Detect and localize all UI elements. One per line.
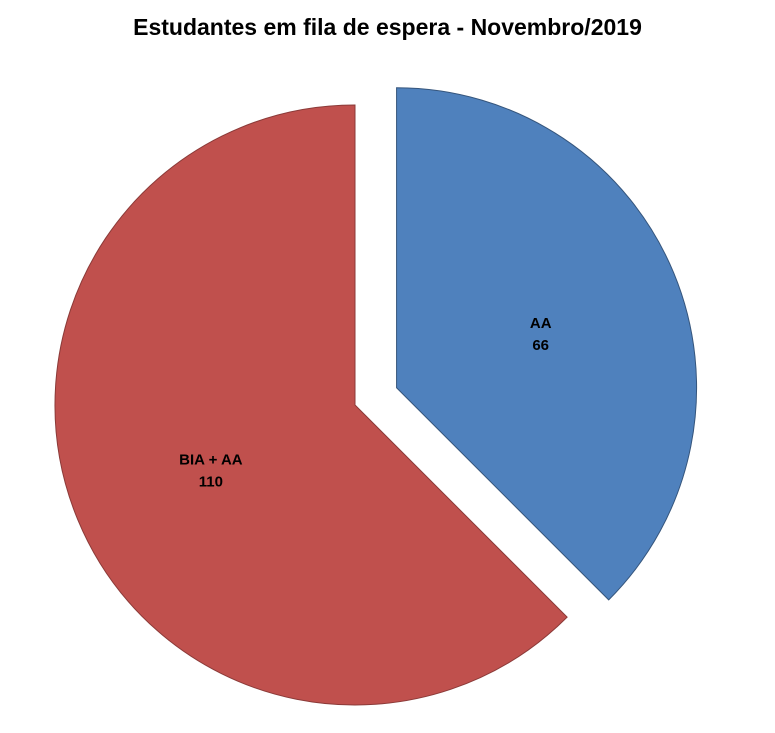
- pie-label-name-bia-aa: BIA + AA: [179, 452, 243, 469]
- pie-label-bia-aa: BIA + AA 110: [179, 452, 243, 491]
- pie-label-value-aa: 66: [532, 337, 549, 354]
- chart-title: Estudantes em fila de espera - Novembro/…: [133, 14, 642, 40]
- pie-label-value-bia-aa: 110: [199, 474, 223, 491]
- pie-slice-aa: [396, 87, 698, 601]
- pie-label-aa: AA 66: [530, 315, 552, 354]
- pie-slice-bia-aa: [54, 104, 568, 706]
- pie-label-name-aa: AA: [530, 315, 552, 332]
